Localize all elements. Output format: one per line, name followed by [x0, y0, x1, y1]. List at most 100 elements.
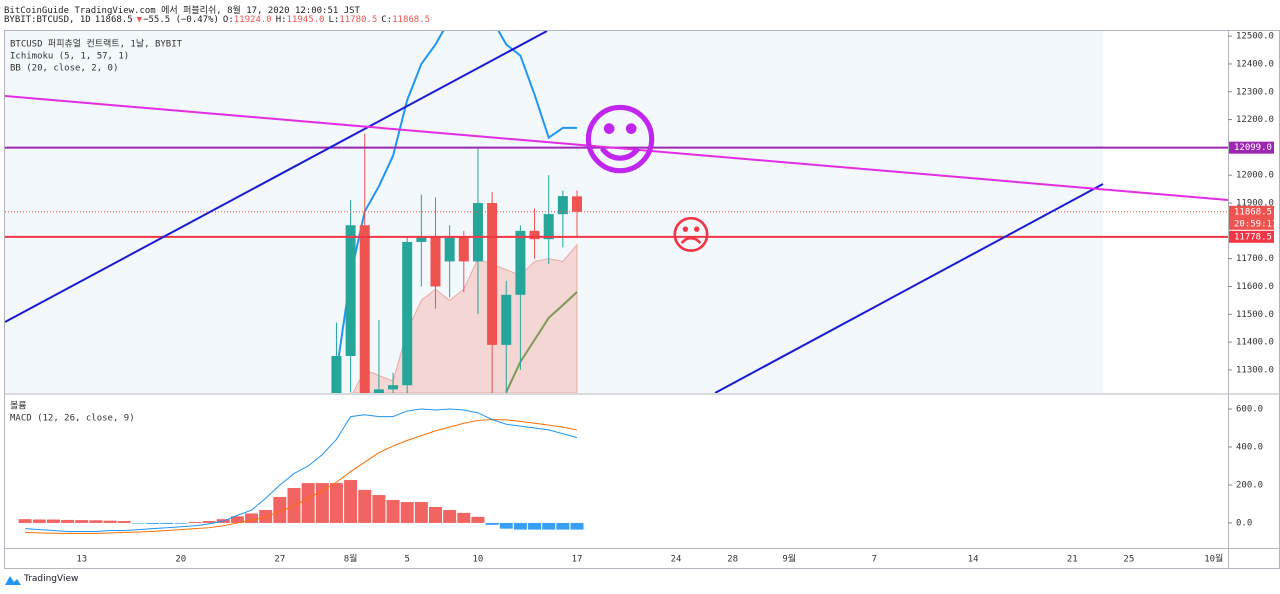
symbol-bar: BYBIT:BTCUSD, 1D 11868.5 ▼−55.5 (−0.47%) O:…	[4, 15, 438, 25]
indicator-line	[505, 291, 578, 393]
x-tick-label: 28	[727, 555, 738, 565]
candle-body	[430, 236, 441, 287]
level-box	[1229, 141, 1274, 154]
arrow: ▼	[136, 15, 143, 25]
candle-body	[345, 225, 356, 357]
histogram-bar	[528, 522, 542, 530]
x-tick-label: 25	[1123, 555, 1134, 565]
pane-label: Ichimoku (5, 1, 57, 1)	[10, 52, 129, 62]
y-tick-label: 11700.0	[1236, 254, 1274, 264]
histogram-bar	[556, 522, 570, 530]
footer: TradingView	[24, 574, 78, 584]
level-label: 12099.0	[1234, 143, 1272, 153]
x-tick-label: 20	[175, 555, 186, 565]
histogram-bar	[146, 522, 159, 524]
candle-body	[501, 294, 512, 345]
x-tick-label: 7	[871, 555, 876, 565]
candle-body	[487, 203, 498, 345]
histogram-bar	[273, 496, 287, 523]
histogram-bar	[457, 512, 471, 523]
trend-lines	[5, 31, 1228, 393]
histogram-bar	[499, 522, 513, 529]
ohlc-label: H:	[275, 15, 287, 25]
pane-label: BB (20, close, 2, 0)	[10, 64, 118, 74]
x-tick-label: 5	[404, 555, 409, 565]
candle-body	[331, 356, 342, 393]
candle-body	[373, 389, 384, 393]
candle-body	[572, 196, 582, 212]
histogram-bar	[32, 519, 46, 523]
histogram-bar	[117, 521, 131, 523]
y-tick-label: 12000.0	[1236, 171, 1274, 181]
macd-line	[25, 408, 578, 532]
candle-body	[458, 236, 469, 262]
x-tick-label: 8월	[344, 553, 358, 565]
histogram-bar	[131, 522, 145, 524]
histogram-bar	[188, 521, 202, 523]
histogram-bar	[542, 522, 556, 530]
trend-line	[714, 183, 1104, 393]
histogram-bar	[202, 521, 216, 523]
histogram-bar	[386, 499, 400, 523]
publisher-text: BitCoinGuide TradingView.com 에서 퍼블리쉬, 8월…	[4, 6, 360, 16]
x-tick-label: 10월	[1204, 553, 1223, 565]
x-tick-label: 21	[1067, 555, 1078, 565]
ohlc-label: O:	[222, 15, 234, 25]
macd-pane	[18, 408, 584, 534]
histogram-bar	[160, 522, 174, 524]
candle-body	[359, 225, 370, 393]
ohlc-value: 11945.0	[286, 15, 325, 25]
y-tick-label: 400.0	[1236, 443, 1263, 453]
x-tick-label: 14	[968, 555, 979, 565]
histogram-bar	[315, 483, 329, 523]
histogram-bar	[103, 520, 117, 523]
ohlc-value: 11780.5	[339, 15, 378, 25]
pane-label: MACD (12, 26, close, 9)	[10, 414, 135, 424]
ohlc-label: C:	[381, 15, 393, 25]
x-tick-label: 9월	[782, 553, 796, 565]
logo	[5, 576, 21, 585]
histogram-bar	[400, 502, 414, 523]
histogram-bar	[259, 510, 273, 523]
y-tick-label: 11300.0	[1236, 365, 1274, 375]
y-tick-label: 11500.0	[1236, 310, 1274, 320]
histogram-bar	[372, 495, 386, 523]
y-tick-label: 12300.0	[1236, 87, 1274, 97]
x-tick-label: 17	[572, 555, 583, 565]
last-price-label: 11868.5	[1234, 207, 1272, 217]
pane-label: BTCUSD 퍼피츄얼 컨트랙트, 1날, BYBIT	[10, 39, 183, 50]
histogram-bar	[174, 522, 188, 524]
price: 11868.5	[94, 15, 133, 25]
candle-body	[444, 236, 455, 262]
x-tick-label: 10	[473, 555, 484, 565]
candle-body	[416, 236, 427, 242]
y-tick-label: 11900.0	[1236, 199, 1274, 209]
candle-body	[529, 230, 540, 240]
x-tick-label: 13	[76, 555, 87, 565]
change: −55.5 (−0.47%)	[143, 15, 219, 25]
emoji-annotation: ☹	[670, 213, 712, 259]
histogram-bar	[443, 510, 457, 523]
histogram-bar	[75, 520, 89, 523]
axes: 13 20 27 8월 5 10 17 24 28 9월 7 14 21 25 10월 12500.0 1240…	[10, 32, 1277, 565]
y-tick-label: 600.0	[1236, 405, 1263, 415]
emoji-annotation: ☺	[579, 96, 660, 186]
histogram-bar	[485, 522, 499, 525]
x-tick-label: 27	[274, 555, 285, 565]
y-tick-label: 11400.0	[1236, 338, 1274, 348]
histogram-bar	[245, 513, 259, 523]
level-label: 11778.5	[1234, 232, 1272, 242]
indicator-line	[335, 31, 577, 373]
candle-body	[472, 203, 483, 262]
histogram-bar	[61, 519, 75, 523]
y-tick-label: 0.0	[1236, 518, 1252, 528]
histogram-bar	[301, 483, 315, 523]
brand: TradingView	[24, 574, 79, 584]
candle-body	[515, 230, 526, 295]
y-tick-label: 11600.0	[1236, 282, 1274, 292]
histogram-bar	[230, 516, 244, 523]
histogram-bar	[18, 519, 32, 523]
candle-body	[388, 385, 399, 390]
